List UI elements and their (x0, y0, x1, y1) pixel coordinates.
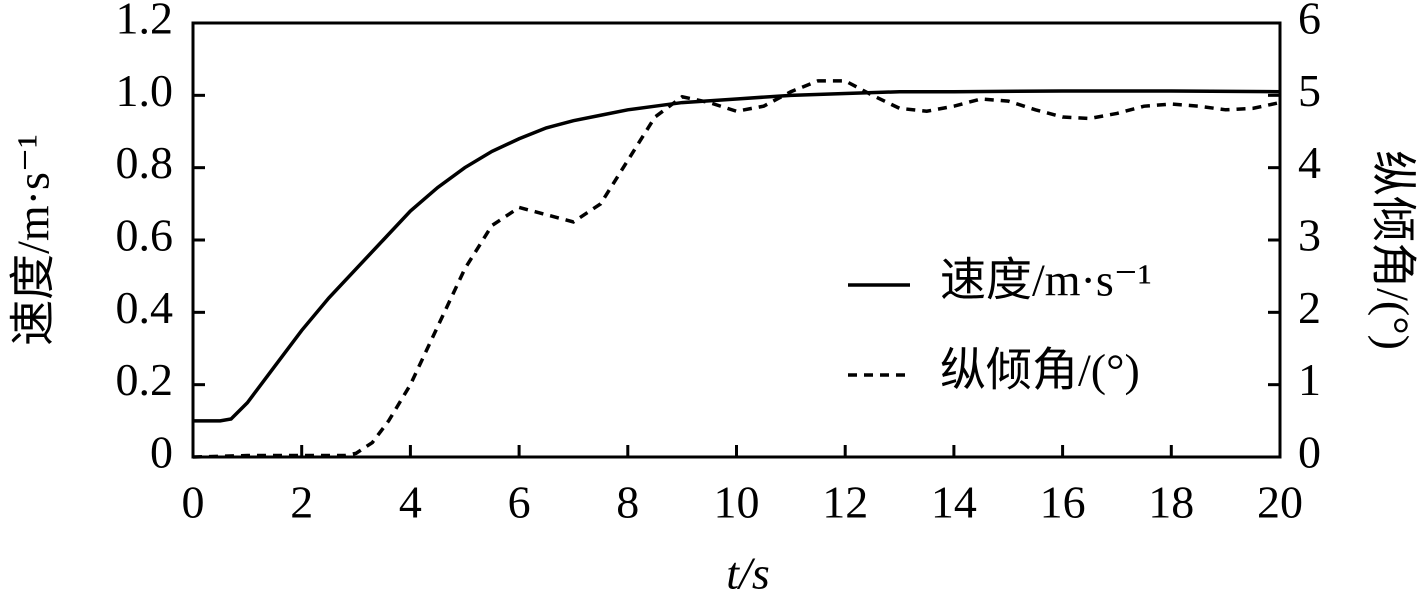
y2-tick-label: 5 (1298, 65, 1321, 116)
y-axis-label: 速度/m·s⁻¹ (8, 134, 59, 346)
y2-tick-label: 6 (1298, 0, 1321, 44)
series-line (192, 79, 1281, 459)
y2-tick-label: 3 (1298, 210, 1321, 261)
y2-tick-label: 1 (1298, 354, 1321, 405)
x-tick-label: 6 (508, 477, 531, 528)
y-tick-label: 0.6 (116, 210, 174, 261)
x-tick-label: 12 (822, 477, 868, 528)
x-tick-label: 16 (1040, 477, 1086, 528)
x-tick-label: 0 (182, 477, 205, 528)
y2-tick-label: 0 (1298, 427, 1321, 478)
y-tick-label: 0.4 (116, 282, 174, 333)
x-tick-label: 2 (290, 477, 313, 528)
y-tick-label: 1.0 (116, 65, 174, 116)
x-tick-label: 14 (931, 477, 977, 528)
y-tick-label: 0 (150, 427, 173, 478)
series-line (193, 89, 1281, 423)
x-tick-label: 18 (1148, 477, 1194, 528)
y-tick-label: 1.2 (116, 0, 174, 44)
y2-tick-label: 2 (1298, 282, 1321, 333)
y2-axis-label: 纵倾角/(°) (1367, 150, 1417, 350)
y-tick-label: 0.8 (116, 137, 174, 188)
x-tick-label: 8 (616, 477, 639, 528)
x-tick-label: 10 (714, 477, 760, 528)
y-tick-label: 0.2 (116, 354, 174, 405)
legend-label: 速度/m·s⁻¹ (940, 255, 1152, 306)
x-axis-label: t/s (726, 548, 769, 599)
y2-tick-label: 4 (1298, 137, 1321, 188)
x-tick-label: 4 (399, 477, 422, 528)
x-tick-label: 20 (1257, 477, 1303, 528)
legend-label: 纵倾角/(°) (940, 345, 1140, 396)
